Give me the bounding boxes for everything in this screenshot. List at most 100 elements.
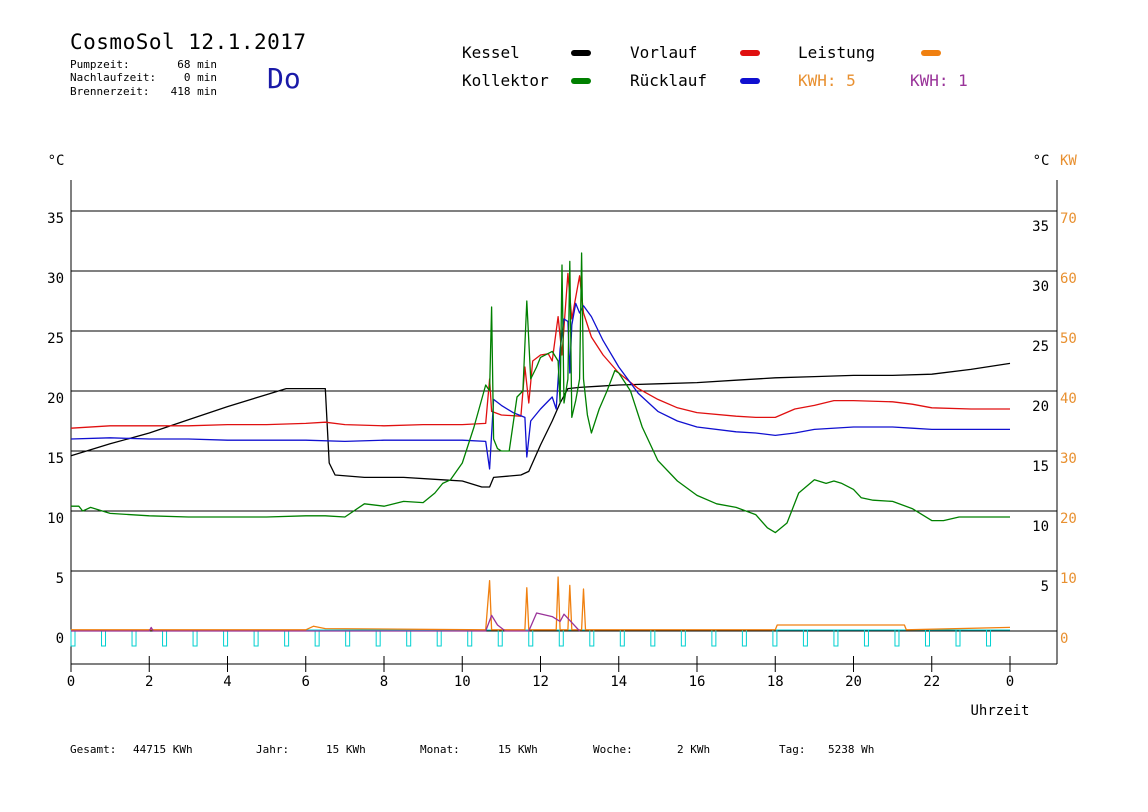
legend-vorlauf-label: Vorlauf — [630, 43, 698, 62]
y-left-tick-label: 30 — [47, 271, 64, 287]
pump-state-mark — [528, 629, 534, 647]
legend-leistung-swatch — [921, 50, 941, 56]
pump-state-mark — [863, 629, 869, 647]
footer-tag-label: Tag: — [779, 743, 806, 756]
pump-state-mark — [894, 629, 900, 647]
x-tick-label: 16 — [689, 674, 706, 690]
pump-state-mark — [589, 629, 595, 647]
pump-state-track — [70, 629, 1010, 647]
pump-state-mark — [162, 629, 168, 647]
y-left-tick-label: 5 — [56, 571, 64, 587]
x-tick-label: 0 — [67, 674, 75, 690]
pump-state-mark — [253, 629, 259, 647]
x-tick-label: 22 — [923, 674, 940, 690]
legend-kessel-label: Kessel — [462, 43, 520, 62]
legend-kessel-swatch — [571, 50, 591, 56]
x-tick-label: 8 — [380, 674, 388, 690]
pump-state-mark — [711, 629, 717, 647]
x-tick-label: 6 — [302, 674, 310, 690]
series-line-kwh-verlauf — [71, 612, 581, 632]
series-line-kollektor — [71, 252, 1010, 534]
series-line-leistung — [71, 576, 1011, 631]
series-line-rücklauf — [70, 302, 1010, 470]
y-kw-tick-label: 30 — [1060, 451, 1077, 467]
legend-kollektor-label: Kollektor — [462, 71, 549, 90]
pump-state-mark — [619, 629, 625, 647]
pump-state-mark — [314, 629, 320, 647]
y-kw-tick-label: 0 — [1060, 631, 1068, 647]
x-tick-label: 14 — [610, 674, 627, 690]
y-right-tick-label: 25 — [1032, 339, 1049, 355]
pump-state-mark — [924, 629, 930, 647]
x-tick-label: 10 — [454, 674, 471, 690]
y-kw-tick-label: 40 — [1060, 391, 1077, 407]
y-kw-tick-label: 50 — [1060, 331, 1077, 347]
y-kw-tick-label: 70 — [1060, 211, 1077, 227]
info-brennerzeit-value: 418 min — [170, 85, 217, 98]
pump-state-mark — [650, 629, 656, 647]
footer-tag-value: 5238 Wh — [828, 743, 875, 756]
y-left-tick-label: 20 — [47, 391, 64, 407]
info-nachlaufzeit-label: Nachlaufzeit: — [70, 71, 157, 84]
y-kw-tick-label: 20 — [1060, 511, 1077, 527]
pump-state-mark — [497, 629, 503, 647]
y-right-tick-label: 35 — [1032, 219, 1049, 235]
y-right-tick-label: 10 — [1032, 519, 1049, 535]
pump-state-mark — [284, 629, 290, 647]
y-kw-axis-label: KW — [1060, 153, 1077, 169]
info-pumpzeit-label: Pumpzeit: — [70, 58, 130, 71]
y-left-tick-label: 15 — [47, 451, 64, 467]
x-tick-label: 12 — [532, 674, 549, 690]
pump-state-mark — [558, 629, 564, 647]
footer-jahr-label: Jahr: — [256, 743, 290, 756]
y-left-tick-label: 10 — [47, 511, 64, 527]
chart-axes — [70, 180, 1058, 672]
legend-leistung-label: Leistung — [798, 43, 876, 62]
y-kw-tick-label: 10 — [1060, 571, 1077, 587]
legend-vorlauf-swatch — [740, 50, 760, 56]
y-right-axis-label: °C — [1033, 153, 1050, 169]
legend-ruecklauf-swatch — [740, 78, 760, 84]
pump-state-mark — [802, 629, 808, 647]
pump-state-mark — [192, 629, 198, 647]
pump-state-mark — [70, 629, 76, 647]
y-right-tick-label: 20 — [1032, 399, 1049, 415]
footer-woche-value: 2 KWh — [677, 743, 711, 756]
footer-monat-value: 15 KWh — [498, 743, 538, 756]
x-tick-label: 2 — [145, 674, 153, 690]
y-right-tick-label: 15 — [1032, 459, 1049, 475]
weekday-label: Do — [267, 62, 301, 95]
pump-state-mark — [955, 629, 961, 647]
chart-labels: 0 2 4 6 8 10 12 14 16 18 20 22 0 Uhrzeit 35 30 25 20 15 10 5… — [47, 153, 1077, 719]
footer-jahr-value: 15 KWh — [326, 743, 366, 756]
pump-state-mark — [986, 629, 992, 647]
pump-state-mark — [833, 629, 839, 647]
x-tick-label: 20 — [845, 674, 862, 690]
pump-state-mark — [680, 629, 686, 647]
info-pumpzeit-value: 68 min — [177, 58, 217, 71]
pump-state-mark — [467, 629, 473, 647]
footer-gesamt-label: Gesamt: — [70, 743, 117, 756]
x-tick-label: 0 — [1006, 674, 1014, 690]
pump-state-mark — [406, 629, 412, 647]
footer-gesamt-value: 44715 KWh — [133, 743, 193, 756]
legend-kwh-orange: KWH: 5 — [798, 71, 856, 90]
legend-kwh-purple: KWH: 1 — [910, 71, 968, 90]
pump-state-mark — [741, 629, 747, 647]
pump-state-mark — [131, 629, 137, 647]
pump-state-mark — [436, 629, 442, 647]
series-line-kessel — [70, 362, 1011, 488]
y-left-tick-label: 35 — [47, 211, 64, 227]
pump-state-mark — [223, 629, 229, 647]
y-kw-tick-label: 60 — [1060, 271, 1077, 287]
footer-monat-label: Monat: — [420, 743, 460, 756]
y-right-tick-label: 30 — [1032, 279, 1049, 295]
y-left-tick-label: 0 — [56, 631, 64, 647]
x-tick-label: 4 — [223, 674, 231, 690]
pump-state-mark — [772, 629, 778, 647]
x-axis-label: Uhrzeit — [970, 703, 1029, 719]
footer-woche-label: Woche: — [593, 743, 633, 756]
chart-title: CosmoSol 12.1.2017 — [70, 30, 307, 54]
y-left-axis-label: °C — [48, 153, 65, 169]
